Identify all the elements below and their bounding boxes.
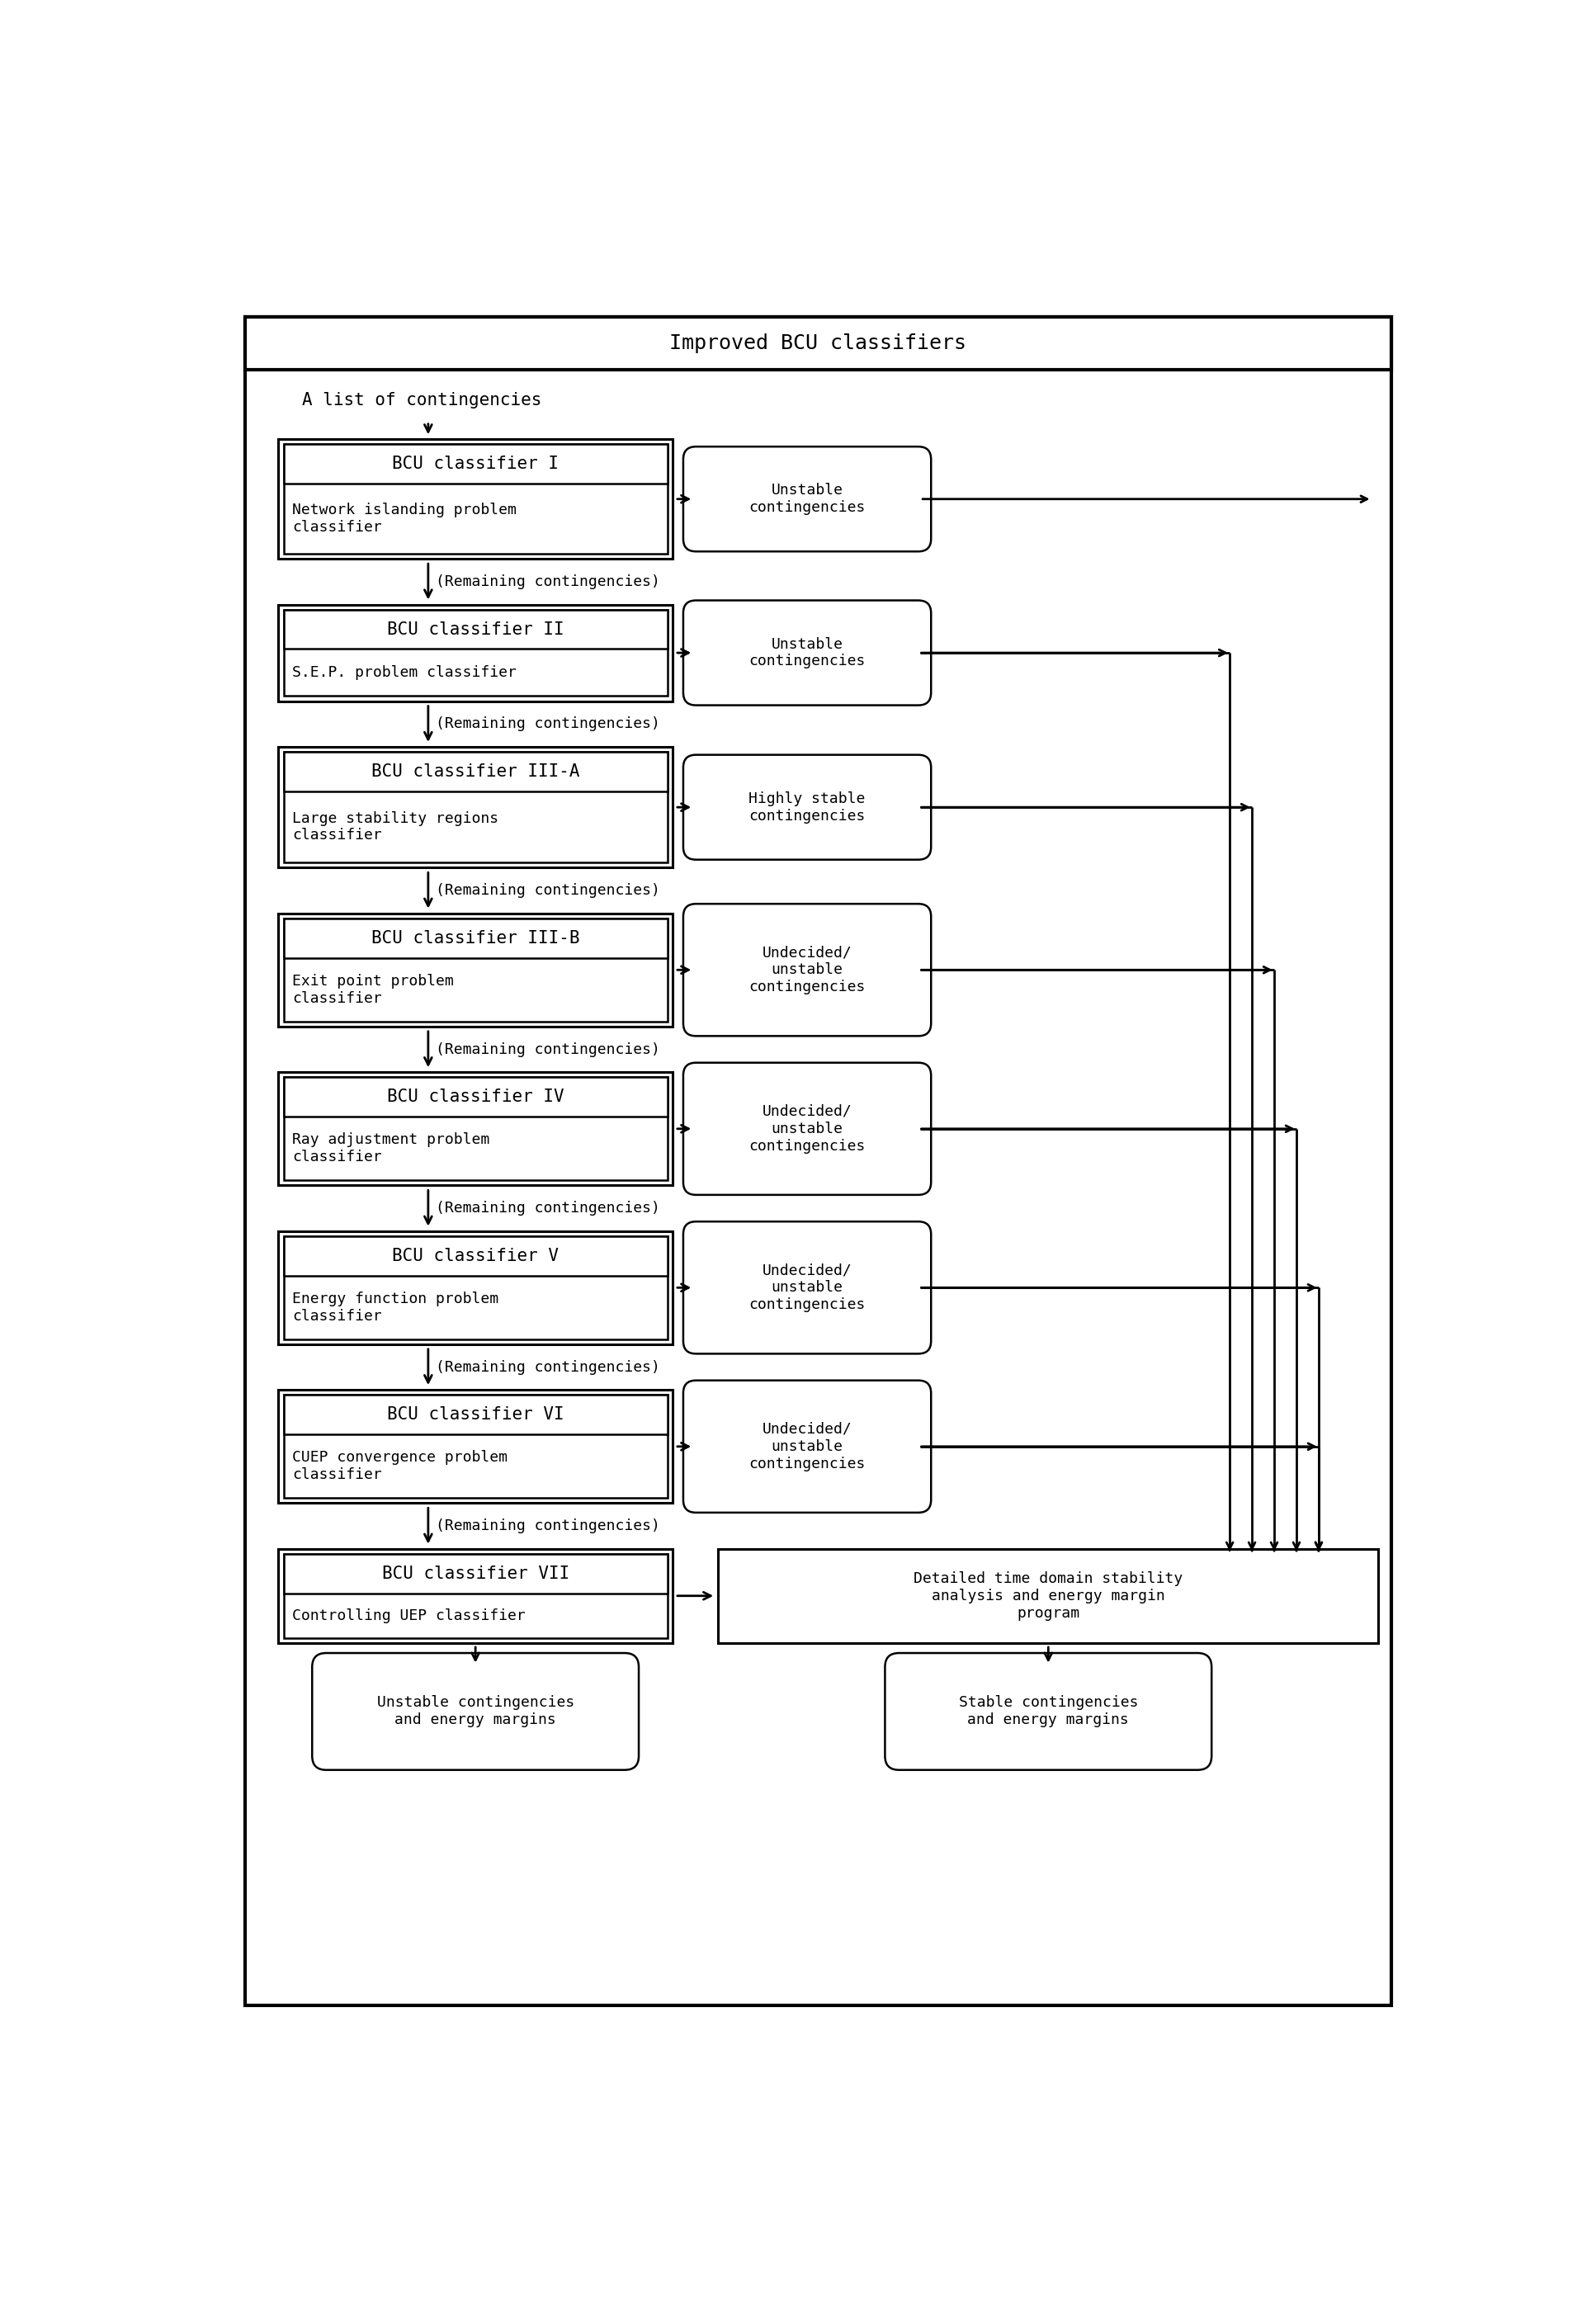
FancyBboxPatch shape [278,1072,672,1184]
Text: Detailed time domain stability
analysis and energy margin
program: Detailed time domain stability analysis … [913,1571,1183,1622]
Text: Ray adjustment problem
classifier: Ray adjustment problem classifier [292,1132,490,1164]
FancyBboxPatch shape [683,904,930,1035]
Text: (Remaining contingencies): (Remaining contingencies) [436,718,661,731]
FancyBboxPatch shape [718,1548,1379,1642]
FancyBboxPatch shape [284,918,667,957]
FancyBboxPatch shape [244,317,1392,2006]
Text: (Remaining contingencies): (Remaining contingencies) [436,1518,661,1534]
Text: (Remaining contingencies): (Remaining contingencies) [436,575,661,589]
Text: (Remaining contingencies): (Remaining contingencies) [436,883,661,897]
FancyBboxPatch shape [284,444,667,554]
Text: (Remaining contingencies): (Remaining contingencies) [436,1201,661,1217]
Text: BCU classifier VI: BCU classifier VI [386,1408,563,1424]
FancyBboxPatch shape [284,1235,667,1276]
Text: Exit point problem
classifier: Exit point problem classifier [292,973,453,1005]
FancyBboxPatch shape [244,317,1392,370]
FancyBboxPatch shape [284,918,667,1021]
Text: Stable contingencies
and energy margins: Stable contingencies and energy margins [959,1695,1138,1727]
FancyBboxPatch shape [683,1221,930,1355]
FancyBboxPatch shape [278,439,672,559]
Text: BCU classifier VII: BCU classifier VII [381,1566,570,1582]
Text: Undecided/
unstable
contingencies: Undecided/ unstable contingencies [749,1421,865,1472]
Text: Highly stable
contingencies: Highly stable contingencies [749,791,865,823]
FancyBboxPatch shape [278,1230,672,1343]
FancyBboxPatch shape [683,1063,930,1196]
Text: BCU classifier IV: BCU classifier IV [386,1088,563,1106]
FancyBboxPatch shape [284,1555,667,1594]
FancyBboxPatch shape [313,1654,638,1771]
Text: Unstable contingencies
and energy margins: Unstable contingencies and energy margin… [377,1695,575,1727]
FancyBboxPatch shape [284,610,667,649]
FancyBboxPatch shape [284,1396,667,1435]
Text: Energy function problem
classifier: Energy function problem classifier [292,1290,500,1322]
Text: CUEP convergence problem
classifier: CUEP convergence problem classifier [292,1451,508,1481]
FancyBboxPatch shape [683,446,930,552]
Text: Controlling UEP classifier: Controlling UEP classifier [292,1608,525,1624]
FancyBboxPatch shape [284,1076,667,1118]
FancyBboxPatch shape [278,748,672,867]
FancyBboxPatch shape [284,752,667,791]
FancyBboxPatch shape [683,754,930,860]
Text: BCU classifier II: BCU classifier II [386,621,563,637]
FancyBboxPatch shape [284,1235,667,1339]
FancyBboxPatch shape [284,752,667,862]
FancyBboxPatch shape [284,1396,667,1497]
FancyBboxPatch shape [278,605,672,702]
Text: S.E.P. problem classifier: S.E.P. problem classifier [292,665,517,681]
Text: BCU classifier III-B: BCU classifier III-B [372,929,579,945]
Text: Unstable
contingencies: Unstable contingencies [749,637,865,669]
Text: Undecided/
unstable
contingencies: Undecided/ unstable contingencies [749,1263,865,1313]
Text: A list of contingencies: A list of contingencies [302,391,541,407]
FancyBboxPatch shape [886,1654,1211,1771]
FancyBboxPatch shape [284,1076,667,1180]
Text: Undecided/
unstable
contingencies: Undecided/ unstable contingencies [749,1104,865,1152]
Text: (Remaining contingencies): (Remaining contingencies) [436,1042,661,1056]
Text: BCU classifier V: BCU classifier V [393,1247,559,1265]
FancyBboxPatch shape [284,610,667,697]
FancyBboxPatch shape [683,1380,930,1513]
Text: Improved BCU classifiers: Improved BCU classifiers [669,333,967,354]
Text: Network islanding problem
classifier: Network islanding problem classifier [292,504,517,536]
FancyBboxPatch shape [278,913,672,1026]
FancyBboxPatch shape [278,1548,672,1642]
Text: BCU classifier I: BCU classifier I [393,455,559,471]
Text: Undecided/
unstable
contingencies: Undecided/ unstable contingencies [749,945,865,994]
Text: (Remaining contingencies): (Remaining contingencies) [436,1359,661,1375]
FancyBboxPatch shape [284,1555,667,1638]
Text: Large stability regions
classifier: Large stability regions classifier [292,812,500,842]
FancyBboxPatch shape [284,444,667,483]
Text: Unstable
contingencies: Unstable contingencies [749,483,865,515]
Text: BCU classifier III-A: BCU classifier III-A [372,764,579,780]
FancyBboxPatch shape [683,600,930,706]
FancyBboxPatch shape [278,1389,672,1504]
